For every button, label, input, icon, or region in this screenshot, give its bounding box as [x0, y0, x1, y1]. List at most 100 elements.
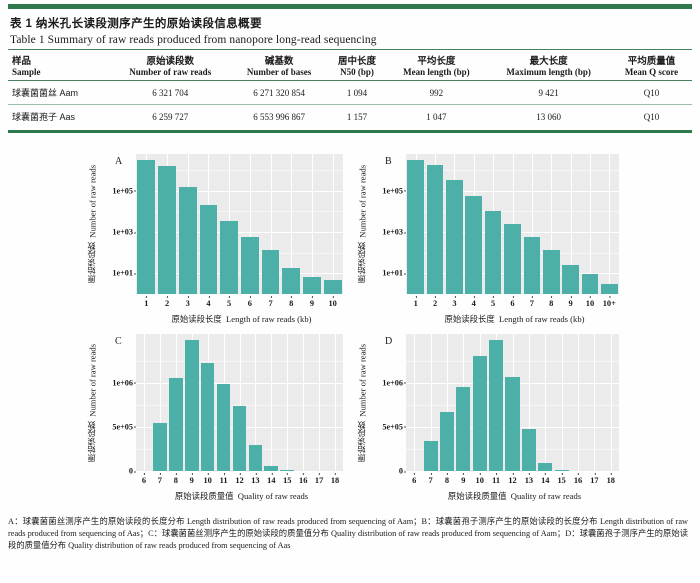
- x-axis-ticks: 6 7 8 9 10 11 12 13 14 15 16 17 18: [136, 473, 343, 488]
- x-tick-label: 1: [144, 296, 149, 308]
- cell-sample: 球囊菌孢子 Aas: [12, 112, 76, 122]
- x-tick-label: 10: [475, 473, 484, 485]
- x-tick-label: 15: [283, 473, 292, 485]
- x-tick-label: 5: [227, 296, 232, 308]
- y-axis-label: 原始读段数 Number of raw reads: [85, 154, 100, 294]
- bar: [542, 249, 560, 294]
- y-axis-label-cn: 原始读段数: [87, 420, 97, 462]
- x-tick-label: 10: [328, 296, 337, 308]
- gridline-vertical: [545, 334, 547, 471]
- x-tick-label: 2: [432, 296, 438, 308]
- gridline-horizontal: [136, 273, 343, 275]
- x-tick-label: 7: [268, 296, 273, 308]
- bar: [323, 279, 342, 294]
- bar: [153, 423, 167, 471]
- gridline-vertical: [578, 334, 580, 471]
- x-tick-label: 10+: [602, 296, 616, 308]
- figure-block: 原始读段数 Number of raw reads 1e+01 1e+03 1e+05…: [0, 152, 700, 510]
- gridline-horizontal-minor: [136, 170, 343, 172]
- panel-letter: A: [115, 156, 123, 167]
- gridline-vertical: [594, 334, 596, 471]
- col-header-en-5: Maximum length (bp): [486, 67, 612, 81]
- gridline-horizontal: [406, 471, 619, 472]
- x-tick-label: 10: [585, 296, 595, 308]
- y-tick-label: 0: [128, 466, 137, 476]
- gridline-horizontal: [136, 190, 343, 192]
- cell-mean-length: 1 047: [426, 111, 447, 122]
- col-header-en-2: Number of bases: [230, 67, 328, 81]
- x-tick-label: 18: [606, 473, 615, 485]
- y-axis-ticks: 0 5e+05 1e+06: [370, 334, 407, 476]
- gridline-vertical: [143, 334, 145, 471]
- cell-bases: 6 271 320 854: [230, 80, 328, 105]
- table-top-rule: [8, 4, 692, 9]
- bar: [554, 469, 569, 471]
- bar: [439, 411, 454, 471]
- y-tick-label: 5e+05: [112, 422, 136, 432]
- gridline-vertical: [335, 334, 337, 471]
- cell-n50: 1 157: [346, 111, 368, 122]
- x-tick-label: 17: [590, 473, 599, 485]
- bar: [264, 466, 279, 471]
- col-header-cn-6: 平均质量值: [611, 49, 692, 67]
- gridline-vertical: [528, 334, 530, 471]
- gridline-vertical: [610, 334, 612, 471]
- cell-sample: 球囊菌菌丝 Aam: [8, 80, 110, 105]
- gridline-horizontal: [136, 232, 343, 234]
- x-axis-ticks: 1 2 3 4 5 6 7 8 9 10 10+: [406, 296, 619, 311]
- bar: [137, 160, 156, 294]
- gridline-vertical: [570, 154, 572, 294]
- cell-raw-reads: 6 321 704: [109, 80, 231, 105]
- plot-area: [406, 154, 619, 294]
- x-tick-label: 18: [330, 473, 340, 485]
- x-tick-label: 6: [412, 473, 417, 485]
- plot-area: [136, 154, 343, 294]
- x-tick-label: 4: [471, 296, 476, 308]
- panel-letter: C: [115, 336, 122, 347]
- y-axis-ticks: 1e+01 1e+03 1e+05: [100, 154, 136, 294]
- bar: [504, 224, 521, 294]
- col-header-cn-2: 碱基数: [230, 49, 328, 67]
- y-axis-label: 原始读段数 Number of raw reads: [355, 334, 370, 471]
- x-tick-label: 5: [491, 296, 496, 308]
- x-tick-label: 8: [289, 296, 294, 308]
- col-header-cn-1: 原始读段数: [109, 49, 231, 67]
- x-tick-label: 8: [549, 296, 554, 308]
- x-axis-label: 原始读段质量值 Quality of raw reads: [136, 490, 347, 502]
- y-tick-label: 0: [398, 466, 407, 476]
- bar: [280, 469, 295, 471]
- gridline-horizontal: [136, 471, 343, 472]
- y-tick-label: 1e+01: [112, 268, 136, 278]
- y-tick-label: 1e+06: [112, 378, 136, 388]
- x-tick-label: 4: [206, 296, 211, 308]
- bar: [248, 445, 263, 471]
- gridline-vertical: [332, 154, 334, 294]
- x-tick-label: 17: [314, 473, 324, 485]
- gridline-vertical: [159, 334, 161, 471]
- y-tick-label: 1e+01: [382, 268, 406, 278]
- gridline-vertical: [249, 154, 251, 294]
- chart-panel-d: 原始读段数 Number of raw reads 0 5e+05 1e+06 D 6 7 8…: [355, 334, 623, 506]
- y-tick-label: 1e+05: [382, 186, 406, 196]
- bar: [456, 387, 471, 471]
- bar: [407, 160, 424, 294]
- gridline-vertical: [414, 334, 416, 471]
- gridline-vertical: [319, 334, 321, 471]
- x-axis-label: 原始读段长度 Length of raw reads (kb): [136, 313, 347, 325]
- bar: [423, 440, 438, 471]
- y-axis-label: 原始读段数 Number of raw reads: [85, 334, 100, 471]
- gridline-horizontal-minor: [136, 211, 343, 213]
- x-tick-label: 11: [219, 473, 228, 485]
- x-tick-label: 3: [185, 296, 190, 308]
- x-tick-label: 16: [299, 473, 308, 485]
- y-axis-ticks: 0 5e+05 1e+06: [100, 334, 137, 476]
- x-axis-label-cn: 原始读段长度: [171, 314, 222, 324]
- chart-panel-c: 原始读段数 Number of raw reads 0 5e+05 1e+06 C 6 7 8…: [85, 334, 347, 506]
- x-tick-label: 12: [235, 473, 244, 485]
- x-tick-label: 8: [444, 473, 450, 485]
- bar: [600, 284, 618, 294]
- bar: [240, 236, 259, 294]
- y-axis-label-cn: 原始读段数: [357, 242, 367, 284]
- x-axis-label-en: Quality of raw reads: [233, 491, 309, 501]
- bar: [216, 384, 231, 471]
